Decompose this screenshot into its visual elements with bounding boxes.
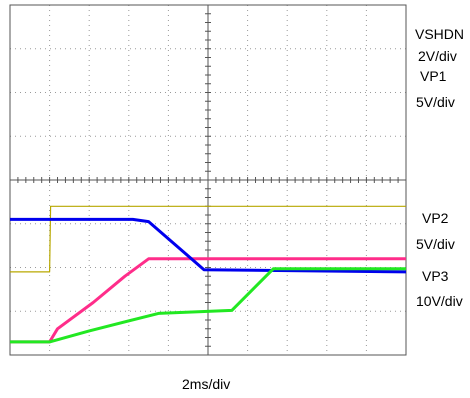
vp3-scale-label: 10V/div [416, 293, 463, 309]
graticule [9, 4, 407, 356]
trace-vshdn [10, 205, 406, 273]
vp2-scale-label: 5V/div [416, 236, 455, 252]
vp2-label: VP2 [422, 210, 449, 226]
screen-frame [9, 4, 407, 356]
vshdn-label: VSHDN [415, 26, 465, 42]
trace-vp3 [10, 267, 406, 344]
timebase-label: 2ms/div [182, 376, 231, 392]
vshdn-scale-label: 2V/div [418, 48, 457, 64]
vp1-scale-label: 5V/div [416, 94, 455, 110]
traces [10, 205, 407, 344]
vp1-label: VP1 [420, 68, 447, 84]
vp3-label: VP3 [422, 268, 449, 284]
